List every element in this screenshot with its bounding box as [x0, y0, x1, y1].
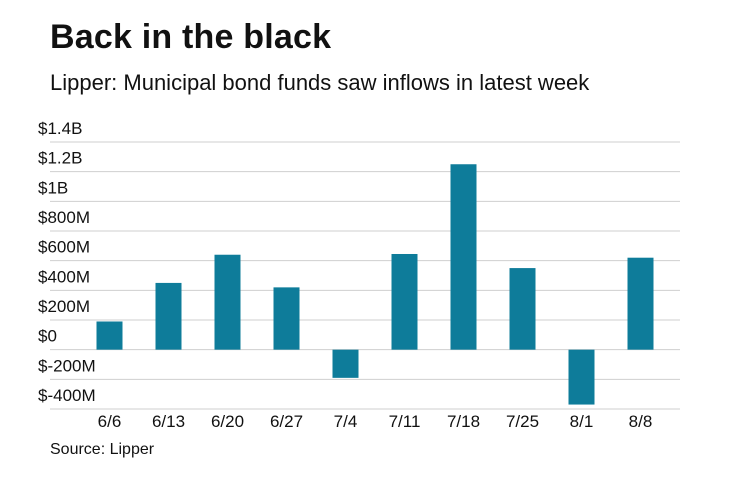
x-tick-label: 7/11	[389, 412, 421, 431]
bars	[96, 164, 654, 405]
y-tick-label: $-200M	[38, 356, 96, 375]
y-tick-label: $1.2B	[38, 149, 82, 168]
y-tick-label: $0	[38, 327, 57, 346]
y-tick-label: $200M	[38, 297, 90, 316]
bar-6-6	[96, 321, 123, 350]
source-note: Source: Lipper	[50, 441, 155, 458]
y-tick-label: $600M	[38, 238, 90, 257]
bar-6-13	[155, 282, 182, 350]
chart-subtitle: Lipper: Municipal bond funds saw inflows…	[50, 70, 590, 95]
x-tick-label: 6/6	[98, 412, 122, 431]
x-tick-label: 7/25	[506, 412, 539, 431]
x-tick-label: 6/27	[270, 412, 303, 431]
y-tick-label: $400M	[38, 267, 90, 286]
x-tick-label: 8/1	[570, 412, 594, 431]
bar-6-20	[214, 254, 241, 350]
bar-8-8	[627, 257, 654, 350]
x-tick-label: 7/4	[334, 412, 358, 431]
bar-7-25	[509, 268, 536, 350]
x-tick-label: 6/20	[211, 412, 244, 431]
y-tick-label: $800M	[38, 208, 90, 227]
bar-7-18	[450, 164, 477, 350]
x-tick-label: 8/8	[629, 412, 653, 431]
y-tick-label: $1B	[38, 178, 68, 197]
y-axis-ticks: $1.4B $1.2B $1B $800M $600M $400M $200M $0 $-200…	[38, 119, 96, 405]
y-tick-label: $1.4B	[38, 119, 82, 138]
x-tick-label: 6/13	[152, 412, 185, 431]
bar-6-27	[273, 287, 300, 350]
x-tick-label: 7/18	[447, 412, 480, 431]
bar-8-1	[568, 349, 595, 405]
bar-7-11	[391, 253, 418, 350]
chart-title: Back in the black	[50, 18, 332, 56]
bar-chart: $1.4B $1.2B $1B $800M $600M $400M $200M $0 $-200…	[38, 119, 680, 431]
x-axis-ticks: 6/6 6/13 6/20 6/27 7/4 7/11 7/18 7/25 8/1 8/8	[98, 412, 653, 431]
y-tick-label: $-400M	[38, 386, 96, 405]
bar-7-4	[332, 349, 359, 378]
